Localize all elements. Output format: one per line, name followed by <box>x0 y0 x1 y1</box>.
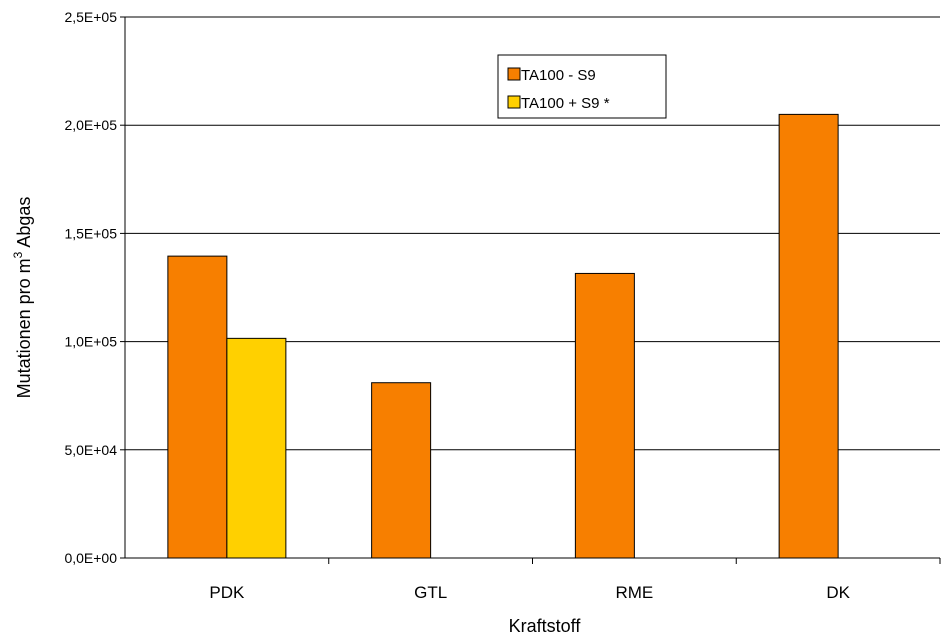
bar-dk-series-1 <box>778 113 839 559</box>
x-tick-labels: PDK GTL RME DK <box>209 558 941 602</box>
bar-rme-series-1 <box>574 272 635 559</box>
y-axis-title-main: Mutationen pro m <box>14 258 34 398</box>
legend-swatch <box>507 95 521 109</box>
y-tick-label: 5,0E+04 <box>64 442 117 458</box>
bar-pdk-series-1 <box>167 255 228 559</box>
legend: TA100 - S9 TA100 + S9 * <box>497 54 667 119</box>
legend-box <box>497 54 667 119</box>
x-tick-label: DK <box>826 583 850 602</box>
y-tick-label: 1,5E+05 <box>64 225 117 241</box>
y-axis-title: Mutationen pro m3 Abgas <box>11 197 34 399</box>
legend-swatch <box>507 67 521 81</box>
y-axis-title-superscript: 3 <box>11 251 25 258</box>
bars <box>167 113 839 559</box>
y-axis-title-tail: Abgas <box>14 197 34 252</box>
x-tick-label: RME <box>615 583 653 602</box>
y-tick-label: 2,0E+05 <box>64 117 117 133</box>
legend-label: TA100 - S9 <box>521 67 596 84</box>
x-axis-title: Kraftstoff <box>509 616 582 636</box>
bar-pdk-series-2 <box>226 337 287 559</box>
y-tick-label: 1,0E+05 <box>64 334 117 350</box>
x-tick-label: PDK <box>209 583 245 602</box>
y-tick-labels: 0,0E+00 5,0E+04 1,0E+05 1,5E+05 2,0E+05 2,5E+… <box>64 9 125 566</box>
legend-label: TA100 + S9 * <box>521 95 610 112</box>
y-tick-label: 2,5E+05 <box>64 9 117 25</box>
x-tick-label: GTL <box>414 583 447 602</box>
bar-gtl-series-1 <box>371 382 432 559</box>
y-tick-label: 0,0E+00 <box>64 550 117 566</box>
